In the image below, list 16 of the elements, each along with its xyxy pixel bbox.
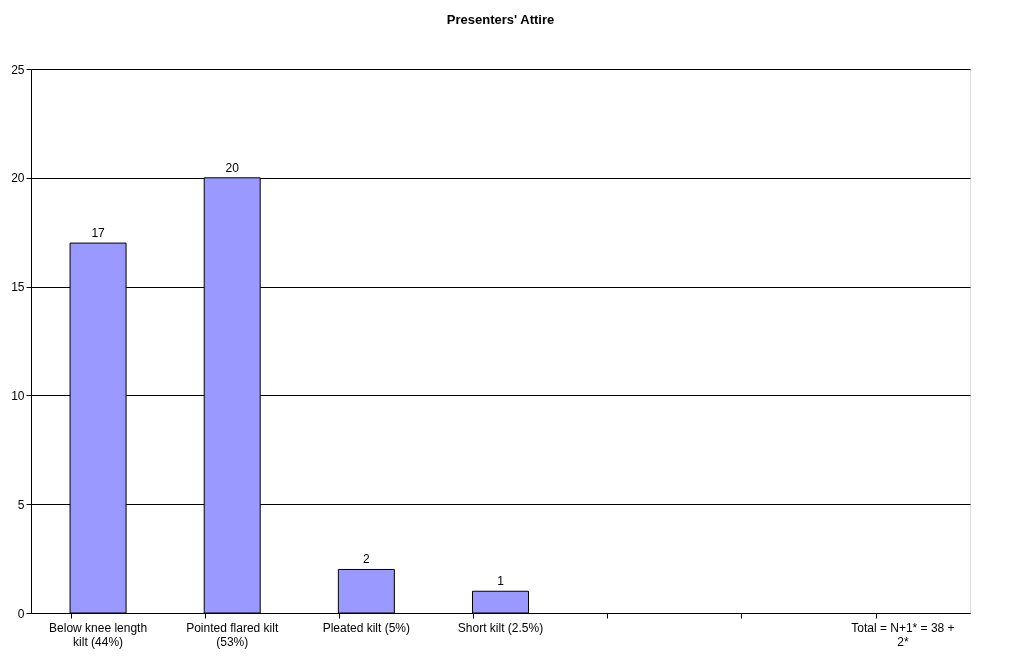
x-tick-label: Short kilt (2.5%) bbox=[457, 620, 544, 635]
data-label: 1 bbox=[497, 574, 505, 589]
chart-title: Presenters' Attire bbox=[446, 12, 555, 27]
y-tick-label: 25 bbox=[11, 62, 25, 77]
y-tick-label: 20 bbox=[11, 171, 25, 186]
y-tick-label: 5 bbox=[17, 497, 25, 512]
y-tick-label: 0 bbox=[17, 606, 25, 621]
y-tick-label: 15 bbox=[11, 280, 25, 295]
y-tick-label: 10 bbox=[11, 388, 25, 403]
data-label: 20 bbox=[225, 160, 240, 175]
x-tick-label: Below knee length kilt (44%) bbox=[49, 620, 148, 649]
x-tick-label: Pleated kilt (5%) bbox=[322, 620, 411, 635]
data-label: 17 bbox=[91, 226, 106, 241]
x-tick-label: Total = N+1* = 38 + 2* bbox=[851, 620, 955, 649]
x-tick-label: Pointed flared kilt (53%) bbox=[186, 620, 279, 649]
data-label: 2 bbox=[363, 552, 371, 567]
